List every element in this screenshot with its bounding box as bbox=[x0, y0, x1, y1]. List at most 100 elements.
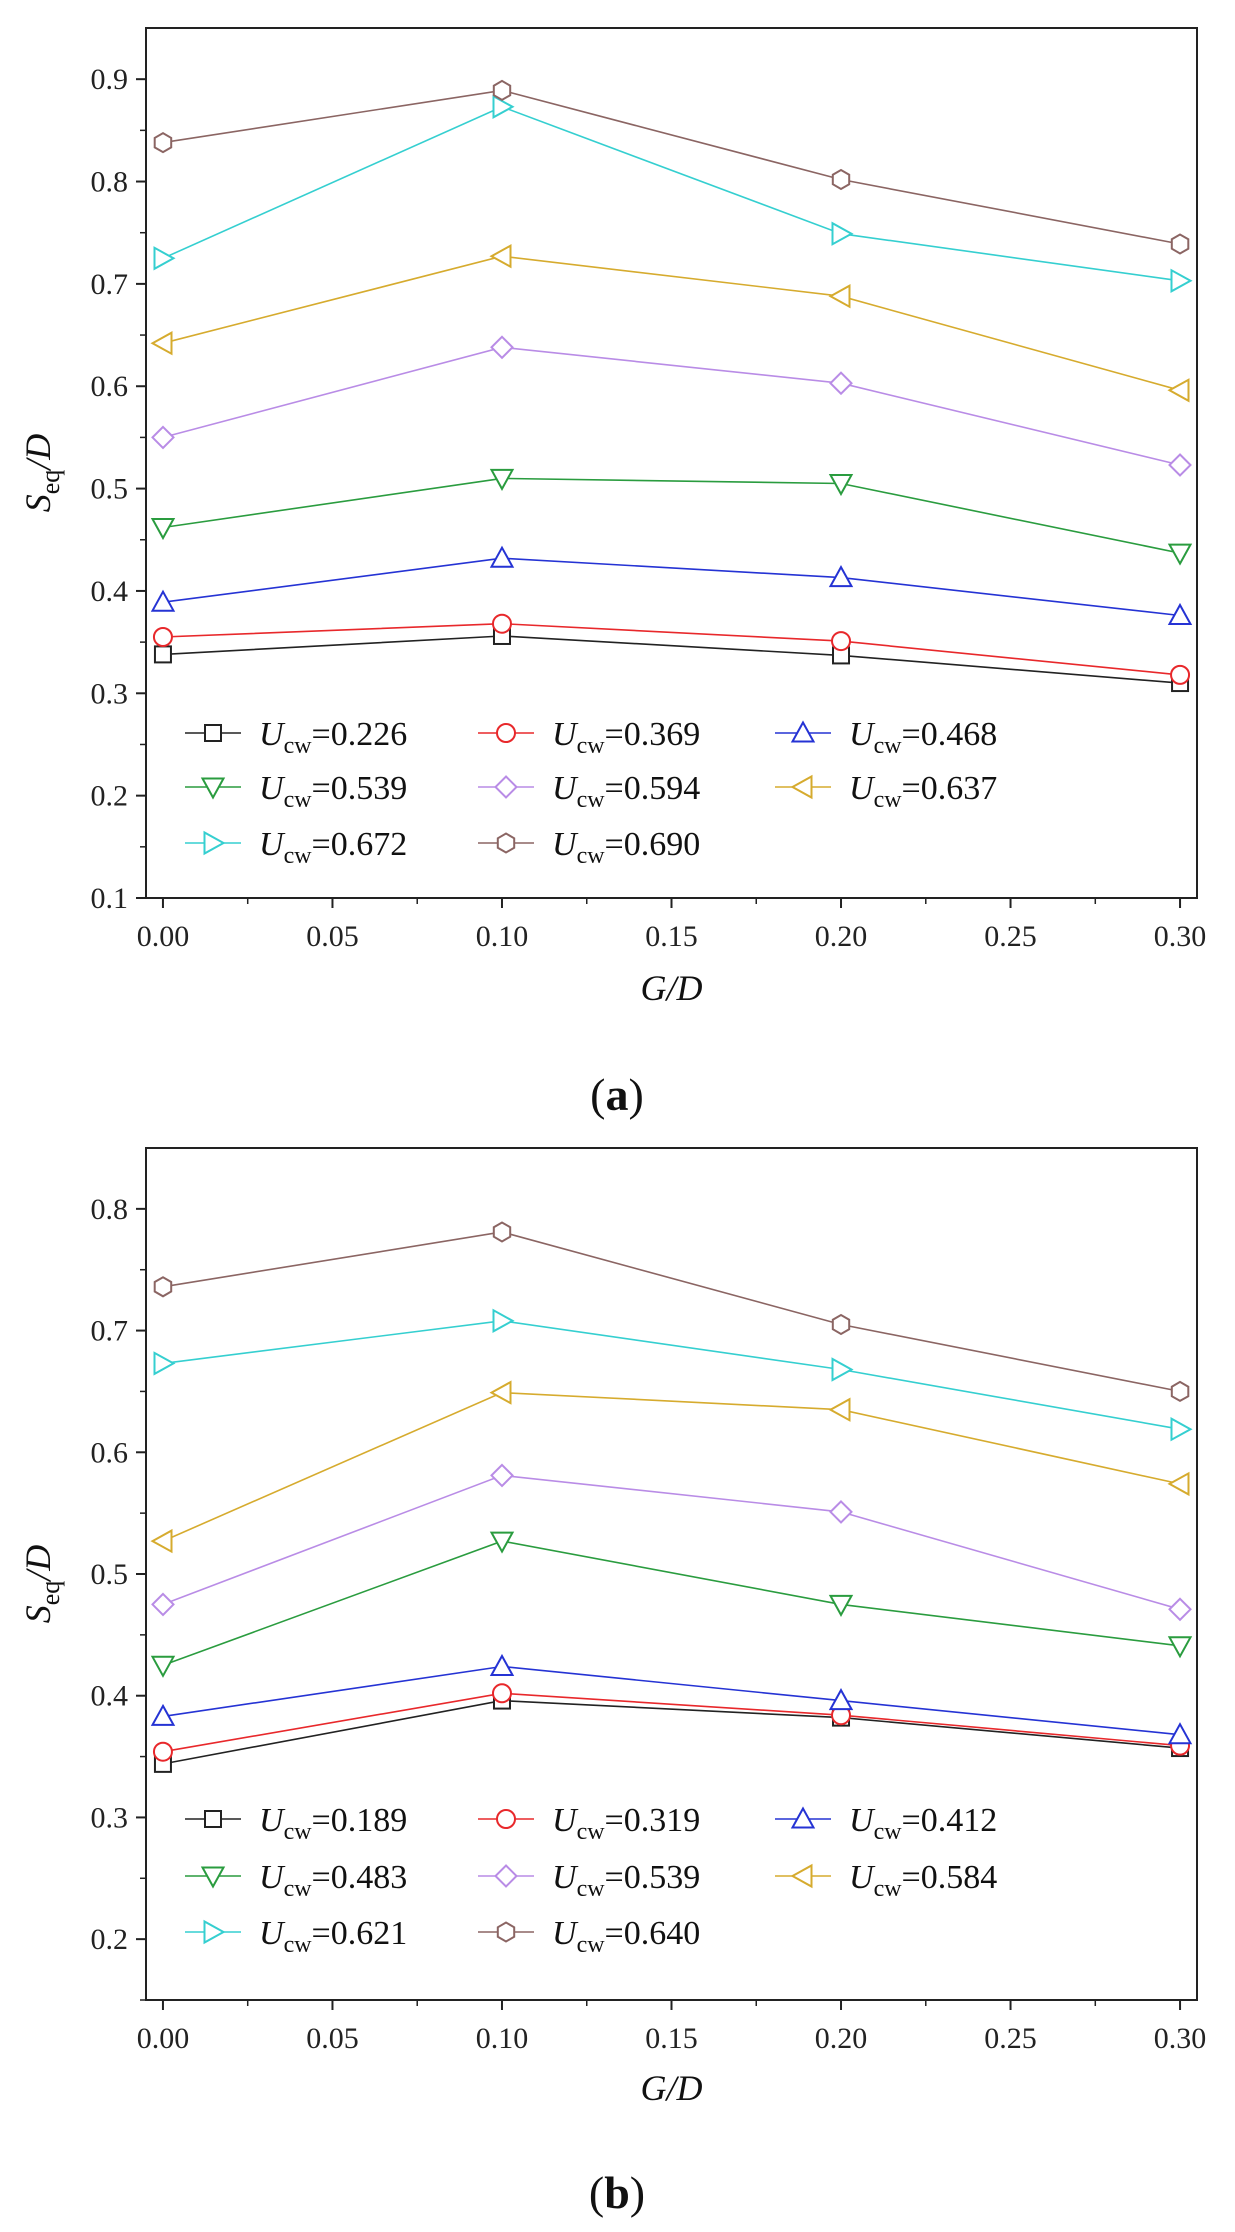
plot-frame bbox=[145, 27, 1198, 899]
legend-marker bbox=[790, 1863, 813, 1889]
y-axis-label: Seq/D bbox=[18, 434, 65, 513]
data-point bbox=[828, 565, 854, 588]
data-point bbox=[1170, 664, 1191, 685]
legend-label: Ucw=0.468 bbox=[849, 716, 997, 759]
legend-entry: Ucw=0.640 bbox=[478, 1915, 700, 1958]
data-point bbox=[153, 1351, 176, 1376]
legend-marker bbox=[204, 1810, 222, 1828]
legend-marker bbox=[203, 1919, 226, 1945]
series-line bbox=[162, 1231, 1181, 1393]
y-tick-label: 0.3 bbox=[91, 1801, 129, 1834]
y-tick-label: 0.8 bbox=[91, 1193, 129, 1226]
data-point bbox=[1167, 1471, 1190, 1497]
legend-label: Ucw=0.412 bbox=[849, 1802, 997, 1845]
legend-label: Ucw=0.226 bbox=[259, 716, 407, 759]
series-line bbox=[162, 635, 1181, 684]
x-tick-label: 0.10 bbox=[476, 2022, 529, 2055]
legend-entry: Ucw=0.412 bbox=[775, 1802, 997, 1845]
legend-entry: Ucw=0.539 bbox=[185, 770, 407, 813]
data-point bbox=[1170, 1417, 1193, 1442]
legend-label: Ucw=0.539 bbox=[259, 770, 407, 813]
series-diamond bbox=[151, 335, 1192, 477]
data-point bbox=[492, 1308, 515, 1333]
data-point bbox=[150, 518, 176, 541]
x-tick-label: 0.25 bbox=[984, 2022, 1037, 2055]
data-point bbox=[489, 1531, 515, 1554]
x-tick-label: 0.30 bbox=[1154, 2022, 1207, 2055]
data-point bbox=[831, 221, 854, 246]
series-circle bbox=[152, 613, 1191, 685]
series-triangle-down bbox=[150, 1531, 1193, 1678]
legend-entry: Ucw=0.672 bbox=[185, 826, 407, 869]
series-triangle-up bbox=[150, 545, 1193, 625]
series-line bbox=[162, 1699, 1181, 1765]
data-point bbox=[153, 246, 176, 271]
data-point bbox=[490, 335, 514, 360]
legend-marker bbox=[204, 724, 222, 742]
data-point bbox=[489, 468, 515, 491]
data-point bbox=[153, 131, 173, 154]
legend-marker bbox=[496, 1921, 516, 1943]
y-tick-label: 0.6 bbox=[91, 1436, 129, 1469]
series-triangle-left bbox=[150, 244, 1190, 403]
y-tick-label: 0.8 bbox=[91, 166, 129, 199]
legend-entry: Ucw=0.369 bbox=[478, 716, 700, 759]
x-tick-label: 0.00 bbox=[137, 920, 190, 953]
x-tick-label: 0.15 bbox=[645, 920, 698, 953]
data-point bbox=[1167, 378, 1190, 403]
series-line bbox=[162, 477, 1181, 554]
legend-label: Ucw=0.483 bbox=[259, 1859, 407, 1902]
data-point bbox=[492, 79, 512, 102]
series-line bbox=[162, 105, 1181, 282]
series-line bbox=[162, 1391, 1181, 1542]
series-hexagon bbox=[153, 1221, 1190, 1403]
data-point bbox=[1167, 1636, 1193, 1659]
data-point bbox=[829, 371, 853, 396]
data-point bbox=[152, 1741, 173, 1762]
legend-entry: Ucw=0.594 bbox=[478, 770, 700, 813]
y-tick-label: 0.5 bbox=[91, 473, 129, 506]
legend-label: Ucw=0.637 bbox=[849, 770, 997, 813]
data-point bbox=[153, 1276, 173, 1298]
data-point bbox=[828, 1594, 854, 1617]
legend-entry: Ucw=0.226 bbox=[185, 716, 407, 759]
legend-entry: Ucw=0.637 bbox=[775, 770, 997, 813]
legend-entry: Ucw=0.468 bbox=[775, 716, 997, 759]
x-tick-label: 0.15 bbox=[645, 2022, 698, 2055]
legend-marker bbox=[200, 777, 226, 800]
series-circle bbox=[152, 1683, 1191, 1762]
data-point bbox=[489, 545, 515, 568]
data-point bbox=[828, 1397, 851, 1422]
data-point bbox=[1170, 233, 1190, 255]
y-tick-label: 0.6 bbox=[91, 370, 129, 403]
legend-marker bbox=[200, 1866, 226, 1889]
series-triangle-left bbox=[150, 1380, 1190, 1554]
series-triangle-down bbox=[150, 468, 1193, 566]
legend-marker bbox=[496, 1809, 516, 1829]
x-axis-label: G/D bbox=[641, 968, 703, 1008]
x-tick-label: 0.30 bbox=[1154, 920, 1207, 953]
panel-label: (a) bbox=[590, 1069, 644, 1120]
legend-label: Ucw=0.594 bbox=[552, 770, 700, 813]
data-point bbox=[831, 1313, 851, 1336]
legend-entry: Ucw=0.189 bbox=[185, 1802, 407, 1845]
legend-entry: Ucw=0.319 bbox=[478, 1802, 700, 1845]
data-point bbox=[1170, 1380, 1190, 1403]
legend-label: Ucw=0.539 bbox=[552, 1859, 700, 1902]
series-line bbox=[162, 1540, 1181, 1667]
series-triangle-right bbox=[153, 94, 1193, 293]
data-point bbox=[151, 425, 175, 450]
legend-marker bbox=[496, 723, 516, 743]
data-point bbox=[1167, 602, 1193, 625]
legend-label: Ucw=0.369 bbox=[552, 716, 700, 759]
data-point bbox=[152, 627, 173, 647]
y-axis-label: Seq/D bbox=[18, 1545, 65, 1624]
x-tick-label: 0.05 bbox=[306, 2022, 359, 2055]
y-tick-label: 0.2 bbox=[91, 1923, 129, 1956]
legend-marker bbox=[494, 1864, 518, 1888]
legend-label: Ucw=0.672 bbox=[259, 826, 407, 869]
data-point bbox=[150, 589, 176, 612]
legend-label: Ucw=0.584 bbox=[849, 1859, 997, 1902]
data-point bbox=[153, 645, 172, 664]
series-line bbox=[162, 557, 1181, 617]
